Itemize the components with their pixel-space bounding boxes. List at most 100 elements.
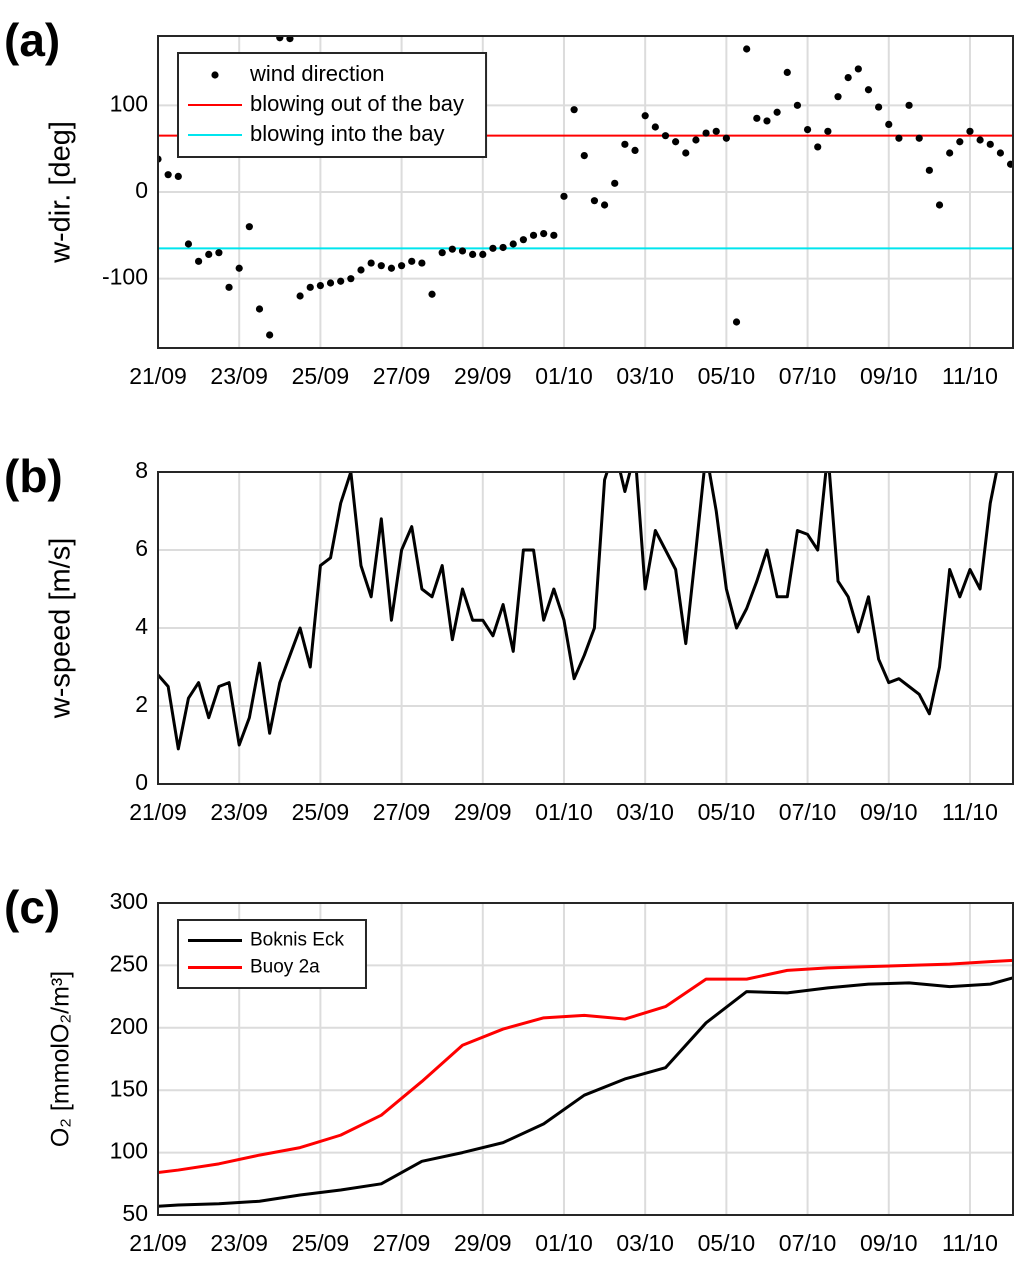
point bbox=[702, 129, 710, 137]
legend-label: Buoy 2a bbox=[250, 957, 320, 978]
point bbox=[753, 114, 761, 122]
x-tick-label: 07/10 bbox=[779, 1230, 837, 1256]
panel: 21/09 23/09 25/09 27/09 29/09 01/10 03/10 05/10… bbox=[4, 450, 1014, 825]
line bbox=[158, 976, 1013, 1208]
point bbox=[935, 201, 944, 209]
point bbox=[357, 266, 365, 274]
point bbox=[194, 257, 203, 265]
point bbox=[215, 249, 223, 257]
legend-label: wind direction bbox=[249, 61, 385, 86]
x-tick-label: 23/09 bbox=[210, 799, 268, 825]
plot bbox=[158, 472, 999, 751]
y-tick-label: 100 bbox=[110, 1138, 148, 1164]
point bbox=[550, 231, 558, 239]
point bbox=[986, 140, 994, 148]
point bbox=[235, 264, 243, 272]
point bbox=[560, 192, 568, 200]
point bbox=[661, 132, 670, 140]
y-tick-label: 8 bbox=[135, 457, 148, 483]
panel: 21/09 23/09 25/09 27/09 29/09 01/10 03/10 05/10… bbox=[4, 14, 1014, 389]
point bbox=[276, 36, 284, 42]
point bbox=[590, 197, 599, 205]
point bbox=[489, 244, 497, 252]
y-axis-label: w-dir. [deg] bbox=[45, 121, 77, 264]
y-tick-label: 100 bbox=[110, 90, 148, 116]
y-axis-label: w-speed [m/s] bbox=[45, 538, 77, 720]
y-tick-label: 150 bbox=[110, 1075, 148, 1101]
point bbox=[783, 68, 791, 76]
x-tick-label: 01/10 bbox=[535, 799, 593, 825]
x-tick-label: 11/10 bbox=[942, 363, 998, 389]
y-tick-label: 6 bbox=[135, 535, 148, 561]
x-tick-label: 09/10 bbox=[860, 363, 918, 389]
x-tick-label: 09/10 bbox=[860, 1230, 918, 1256]
x-tick-label: 27/09 bbox=[373, 363, 431, 389]
legend-marker bbox=[211, 71, 219, 79]
line bbox=[158, 958, 1013, 1175]
point bbox=[245, 223, 253, 231]
point bbox=[408, 257, 416, 265]
point bbox=[509, 240, 517, 248]
point bbox=[611, 179, 619, 187]
line bbox=[158, 472, 999, 751]
x-tick-label: 21/09 bbox=[129, 363, 187, 389]
point bbox=[377, 262, 385, 270]
point bbox=[316, 282, 324, 290]
x-tick-label: 25/09 bbox=[292, 363, 350, 389]
x-tick-label: 05/10 bbox=[698, 799, 756, 825]
point bbox=[255, 305, 264, 313]
legend-label: Boknis Eck bbox=[250, 930, 344, 951]
plot-frame bbox=[157, 471, 1014, 785]
y-tick-label: 50 bbox=[122, 1200, 148, 1226]
point bbox=[205, 250, 213, 258]
x-tick-label: 07/10 bbox=[779, 799, 837, 825]
y-tick-label: 0 bbox=[135, 769, 148, 795]
point bbox=[956, 138, 964, 146]
point bbox=[844, 74, 852, 82]
point bbox=[296, 292, 304, 300]
y-tick-label: 200 bbox=[110, 1013, 148, 1039]
point bbox=[946, 149, 954, 157]
point bbox=[499, 243, 507, 252]
point bbox=[814, 143, 822, 151]
y-axis-label: O₂ [mmolO₂/m³] bbox=[47, 971, 75, 1147]
x-tick-label: 09/10 bbox=[860, 799, 918, 825]
point bbox=[418, 259, 426, 267]
point bbox=[763, 117, 771, 125]
point bbox=[722, 134, 730, 142]
x-tick-label: 25/09 bbox=[292, 1230, 350, 1256]
point bbox=[164, 171, 172, 179]
point bbox=[397, 262, 406, 270]
x-tick-label: 05/10 bbox=[698, 363, 756, 389]
point bbox=[651, 123, 659, 131]
point bbox=[793, 101, 802, 109]
panel-label: (a) bbox=[4, 14, 60, 66]
point bbox=[428, 290, 436, 298]
point bbox=[895, 134, 903, 142]
point bbox=[803, 126, 812, 134]
x-tick-label: 01/10 bbox=[535, 363, 593, 389]
point bbox=[225, 283, 233, 291]
x-tick-label: 25/09 bbox=[292, 799, 350, 825]
point bbox=[875, 103, 883, 111]
point bbox=[885, 120, 893, 128]
point bbox=[834, 93, 842, 101]
point bbox=[337, 277, 345, 285]
point bbox=[915, 134, 923, 142]
point bbox=[682, 149, 690, 157]
x-tick-label: 23/09 bbox=[210, 363, 268, 389]
point bbox=[732, 318, 741, 326]
point bbox=[347, 275, 355, 283]
point bbox=[184, 240, 193, 248]
x-tick-label: 23/09 bbox=[210, 1230, 268, 1256]
x-tick-label: 11/10 bbox=[942, 799, 998, 825]
panel-label: (b) bbox=[4, 450, 63, 502]
x-tick-label: 03/10 bbox=[616, 1230, 674, 1256]
plot-frame bbox=[157, 35, 1014, 349]
y-tick-label: -100 bbox=[102, 264, 148, 290]
point bbox=[469, 250, 477, 258]
legend-box bbox=[177, 919, 367, 989]
y-tick-label: 250 bbox=[110, 950, 148, 976]
x-tick-label: 05/10 bbox=[698, 1230, 756, 1256]
